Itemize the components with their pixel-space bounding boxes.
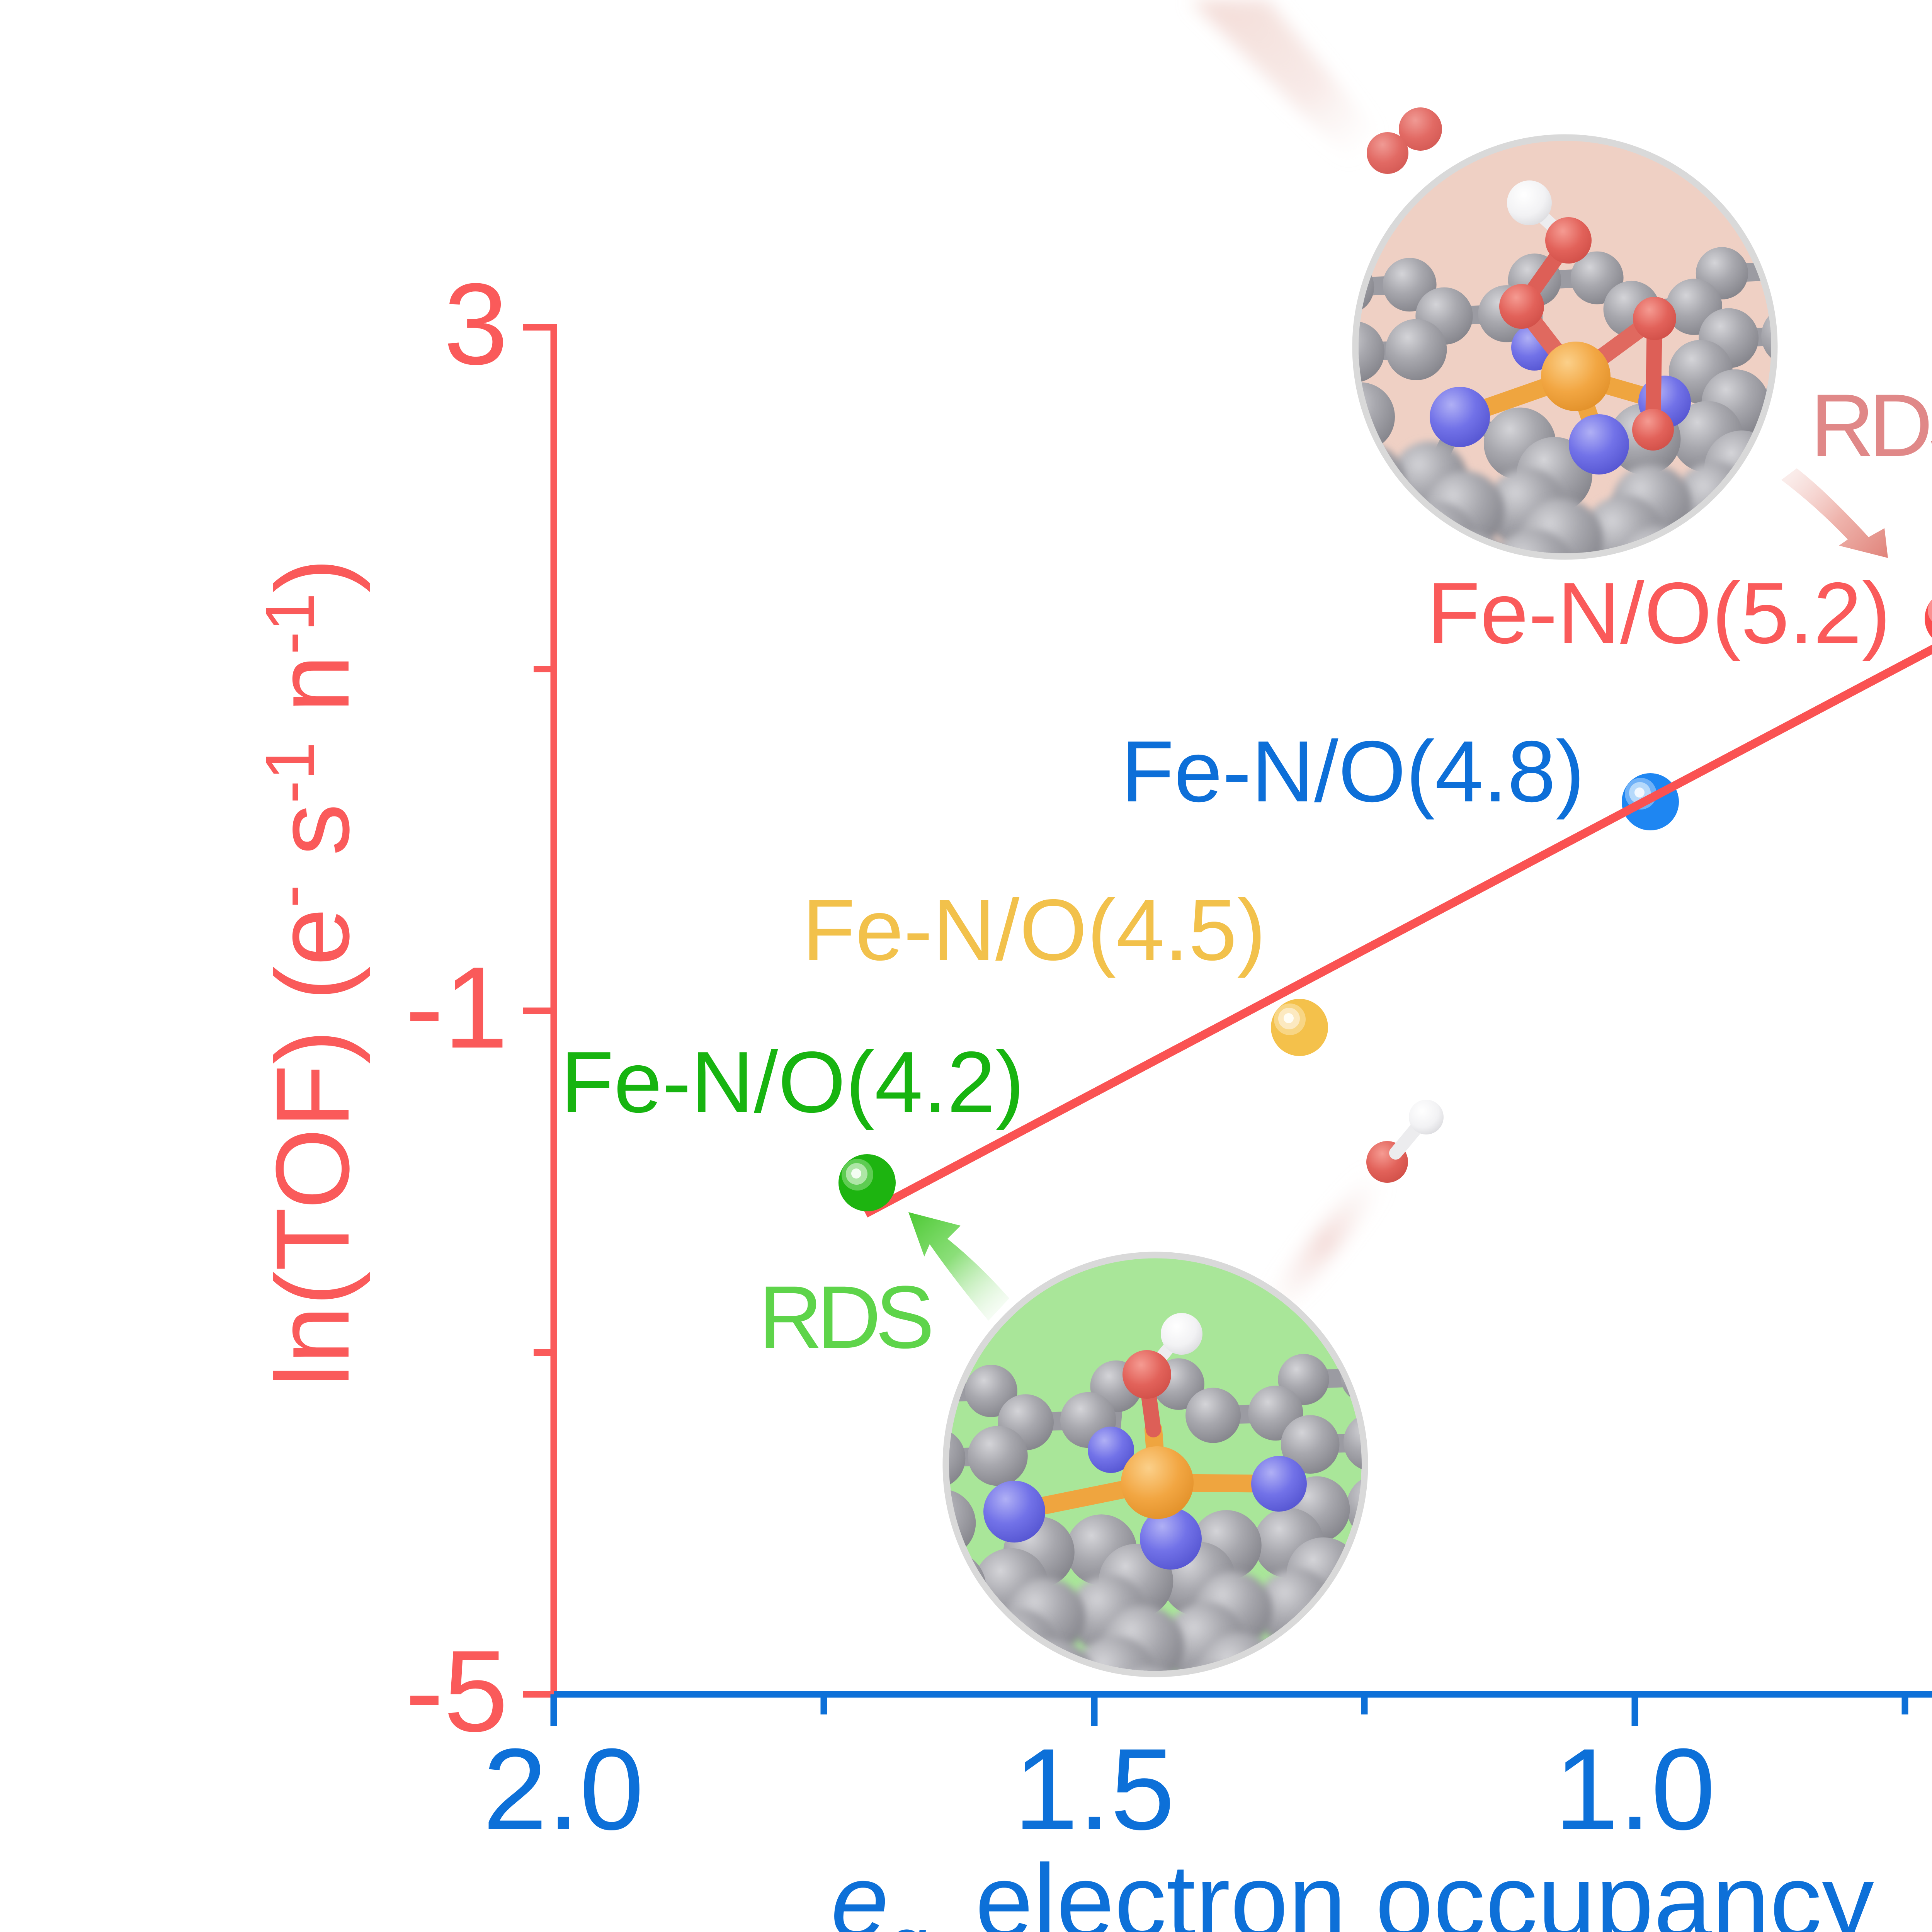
svg-text:1.0: 1.0: [1554, 1724, 1715, 1854]
svg-text:RDS: RDS: [759, 1267, 930, 1367]
svg-text:-1: -1: [405, 942, 508, 1072]
svg-text:1.5: 1.5: [1014, 1724, 1175, 1854]
svg-text:2.0: 2.0: [483, 1724, 644, 1854]
svg-text:Fe-N/O(4.5): Fe-N/O(4.5): [802, 881, 1266, 978]
svg-text:Fe-N/O(5.2): Fe-N/O(5.2): [1427, 564, 1891, 662]
svg-text:-5: -5: [405, 1626, 508, 1756]
svg-text:Fe-N/O(4.2): Fe-N/O(4.2): [561, 1033, 1024, 1131]
svg-text:eg electron occupancy: eg electron occupancy: [831, 1843, 1874, 1932]
svg-text:ln(TOF) (e- s-1 n-1): ln(TOF) (e- s-1 n-1): [251, 558, 371, 1387]
svg-text:Fe-N/O(4.8): Fe-N/O(4.8): [1121, 723, 1585, 820]
svg-text:3: 3: [444, 259, 508, 389]
svg-text:RDS: RDS: [1810, 376, 1932, 475]
